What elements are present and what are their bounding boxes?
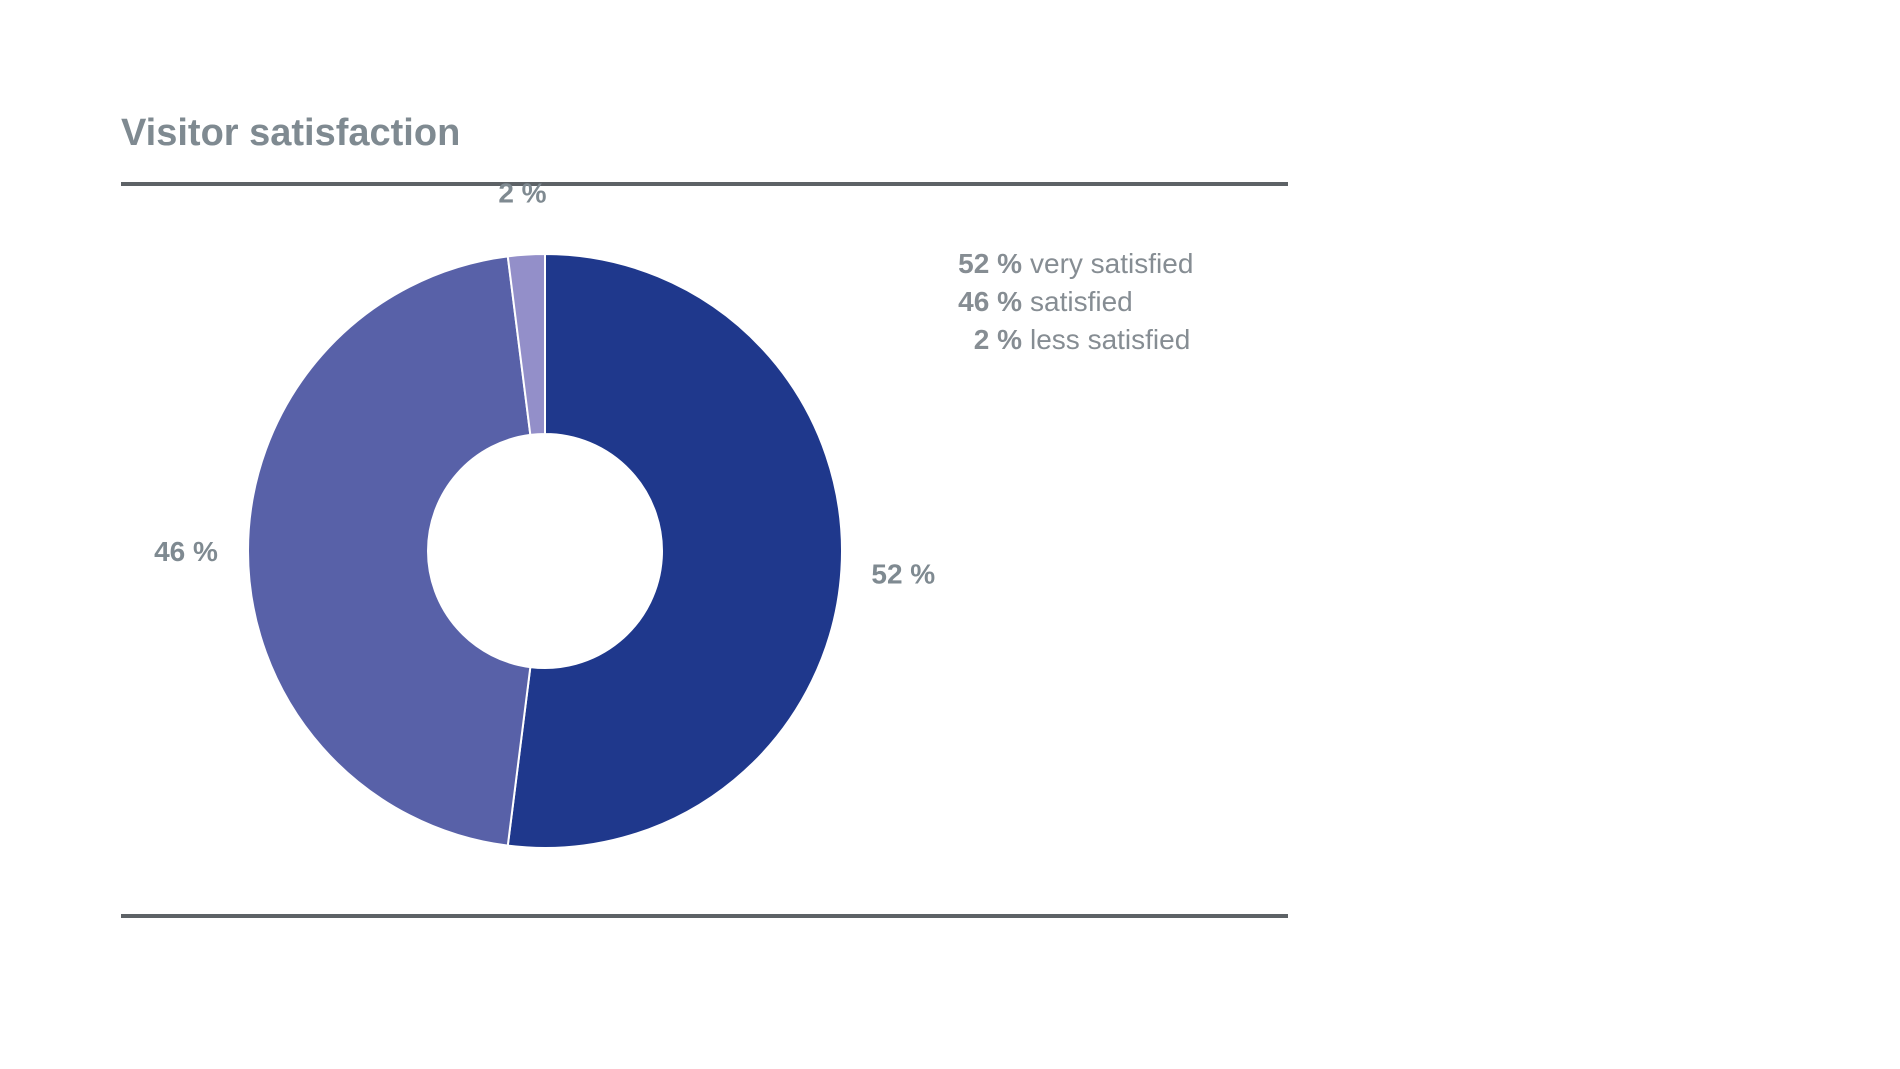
legend-item-very-satisfied: 52 % very satisfied [940,245,1193,283]
slice-label-less-satisfied: 2 % [498,178,546,209]
legend-pct: 2 % [973,324,1022,355]
slice-satisfied [247,255,532,847]
bottom-divider [121,914,1288,918]
legend-label: satisfied [1030,286,1133,317]
legend-label: very satisfied [1030,248,1194,279]
legend: 52 % very satisfied 46 % satisfied 2 % less… [940,245,1193,359]
slice-less-satisfied [506,252,546,437]
legend-label: less satisfied [1030,324,1191,355]
chart-title: Visitor satisfaction [121,112,461,154]
legend-pct: 52 % [958,248,1022,279]
top-divider [121,182,1288,186]
legend-item-less-satisfied: 2 % less satisfied [940,321,1193,359]
legend-item-satisfied: 46 % satisfied [940,283,1193,321]
slice-label-satisfied: 46 % [154,536,218,567]
slice-very-satisfied [506,252,843,849]
legend-pct: 46 % [958,286,1022,317]
slice-label-very-satisfied: 52 % [871,559,935,590]
